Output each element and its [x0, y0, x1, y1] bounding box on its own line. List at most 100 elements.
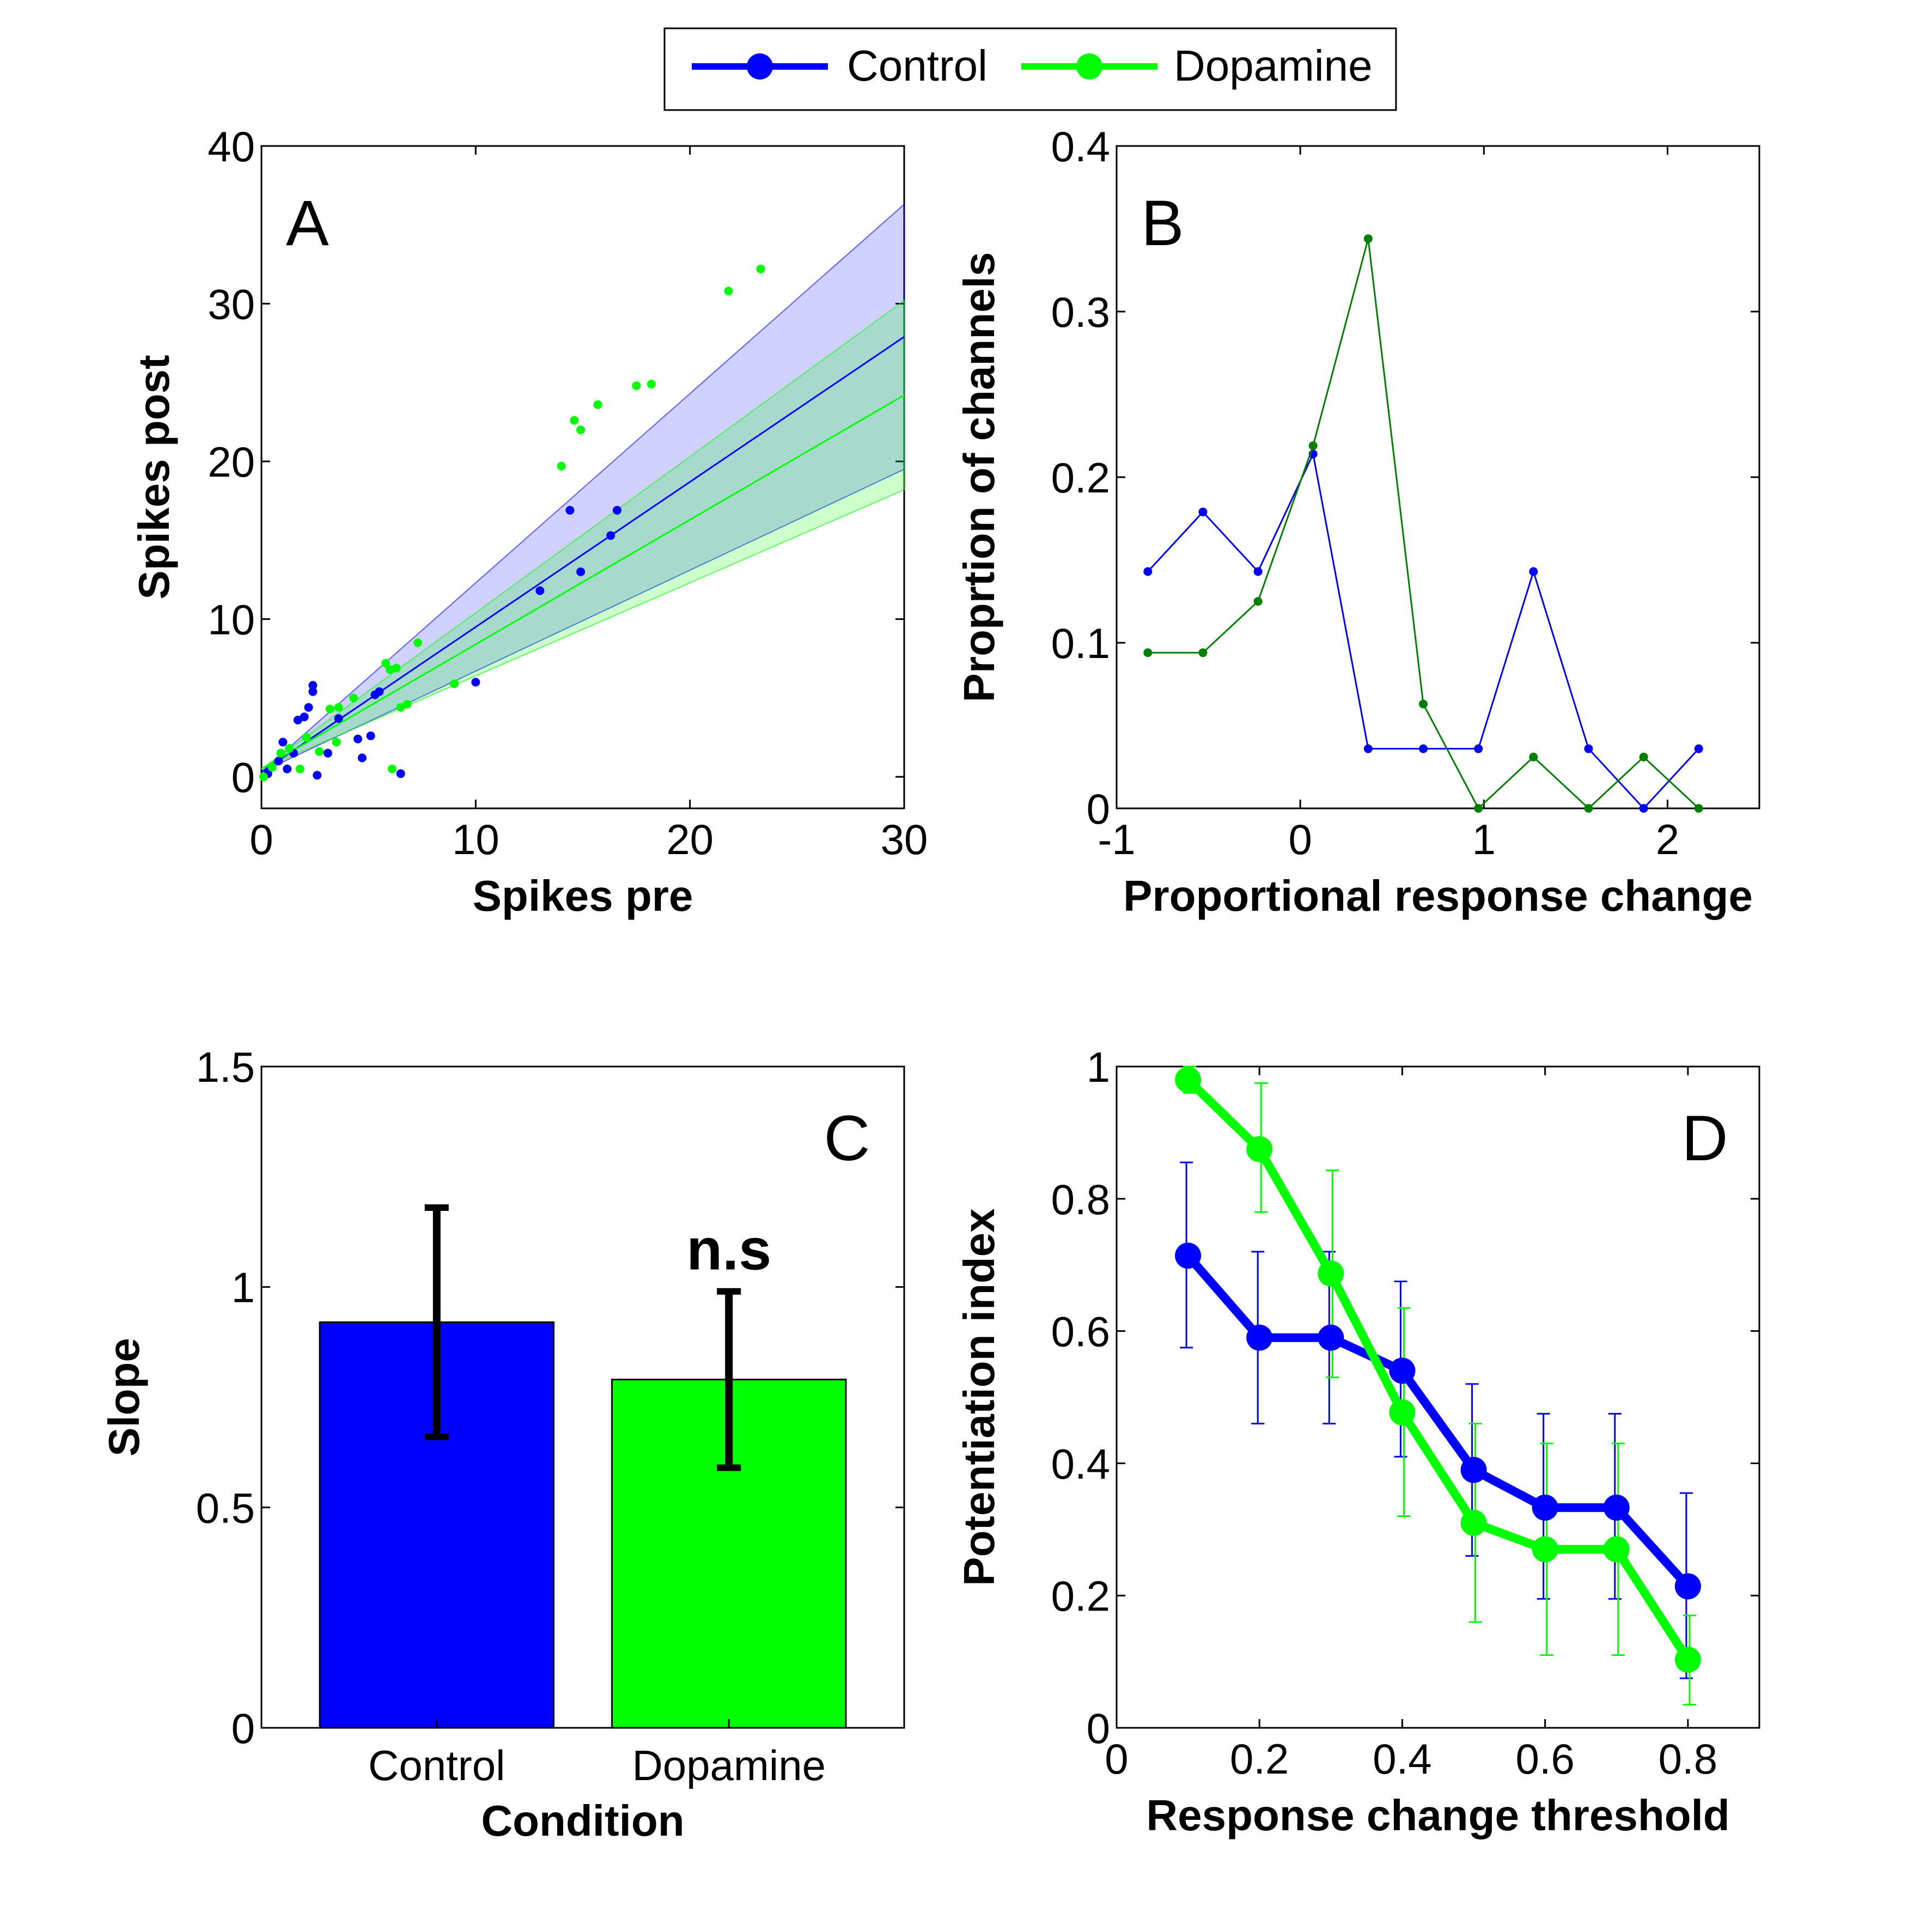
series-point-control	[1674, 1573, 1701, 1600]
series-point-dopamine	[1529, 752, 1538, 762]
data-point-control	[274, 757, 283, 766]
x-axis-label: Condition	[481, 1796, 684, 1845]
series-point-control	[1246, 1324, 1273, 1351]
data-point-dopamine	[413, 638, 423, 647]
data-point-dopamine	[332, 738, 341, 747]
y-tick-label: 10	[208, 596, 255, 644]
data-point-dopamine	[756, 264, 765, 273]
series-point-control	[1532, 1494, 1558, 1521]
series-point-dopamine	[1639, 752, 1648, 762]
series-point-dopamine	[1246, 1136, 1273, 1162]
data-point-control	[308, 687, 318, 696]
data-point-dopamine	[295, 764, 304, 773]
data-point-dopamine	[285, 744, 294, 753]
y-tick-label: 0.1	[1051, 619, 1110, 667]
series-point-dopamine	[1532, 1536, 1558, 1563]
x-tick-label: Dopamine	[632, 1741, 826, 1789]
fit-line-control	[261, 336, 905, 773]
panel-a-scatter: 0 10 20 30 0 10 20 30 40 Spikes pre Spikes post A	[130, 123, 928, 920]
x-tick-label: 0	[249, 815, 273, 863]
y-tick-label: 0.2	[1051, 1572, 1110, 1620]
y-axis-label: Slope	[100, 1338, 148, 1457]
series-point-control	[1584, 744, 1593, 753]
series-point-dopamine	[1198, 648, 1208, 657]
data-point-control	[354, 734, 362, 744]
y-tick-label: 40	[208, 123, 255, 170]
series-point-dopamine	[1363, 234, 1373, 243]
y-tick-label: 0	[231, 1704, 255, 1752]
data-point-dopamine	[450, 679, 459, 689]
y-tick-label: 20	[208, 438, 255, 486]
data-point-dopamine	[647, 380, 656, 389]
x-tick-label: 10	[452, 815, 499, 863]
series-point-control	[1318, 1324, 1344, 1351]
data-point-control	[471, 678, 480, 687]
data-point-dopamine	[724, 287, 733, 296]
series-point-control	[1460, 1457, 1487, 1483]
x-tick-label: 30	[881, 815, 928, 863]
data-point-control	[576, 567, 586, 576]
series-point-dopamine	[1419, 699, 1428, 709]
data-point-dopamine	[276, 748, 285, 758]
y-axis-label: Proprtion of channels	[955, 252, 1003, 703]
data-point-dopamine	[334, 703, 343, 712]
y-tick-label: 0	[231, 753, 255, 801]
x-tick-label: 2	[1656, 815, 1679, 863]
data-point-dopamine	[396, 703, 405, 712]
legend-dopamine-label: Dopamine	[1174, 41, 1373, 90]
x-axis-label: Spikes pre	[473, 872, 693, 920]
series-point-control	[1198, 507, 1208, 516]
x-tick-label: 1	[1472, 815, 1496, 863]
data-point-dopamine	[392, 663, 401, 673]
panel-letter: C	[824, 1102, 870, 1174]
x-tick-label: 0	[1105, 1735, 1128, 1783]
series-point-dopamine	[1694, 804, 1703, 813]
data-point-control	[357, 753, 367, 763]
series-point-dopamine	[1318, 1260, 1344, 1287]
legend-control-marker	[747, 53, 773, 80]
data-point-dopamine	[632, 381, 641, 391]
data-point-dopamine	[576, 425, 586, 435]
series-point-control	[1143, 567, 1153, 576]
y-tick-label: 0.8	[1051, 1175, 1110, 1223]
panel-d-potentiation: 0 0.2 0.4 0.6 0.8 0 0.2 0.4 0.6 0.8 1 Response chan…	[955, 1043, 1760, 1839]
series-point-dopamine	[1308, 441, 1318, 450]
data-point-control	[565, 505, 575, 515]
data-point-control	[304, 703, 313, 712]
data-point-dopamine	[570, 416, 579, 425]
x-tick-label: Control	[368, 1741, 505, 1789]
legend: Control Dopamine	[663, 27, 1397, 111]
series-point-dopamine	[1584, 804, 1593, 813]
series-point-dopamine	[1389, 1399, 1416, 1426]
plot-frame	[1116, 1065, 1760, 1729]
y-tick-label: 0.2	[1051, 454, 1110, 502]
x-tick-label: 0.4	[1373, 1735, 1431, 1783]
data-point-control	[535, 586, 545, 595]
data-point-dopamine	[315, 747, 324, 756]
panel-c-bar-chart: 0 0.5 1 1.5 Control Dopamine Condition Slope n.s…	[100, 1043, 905, 1845]
data-point-control	[300, 712, 309, 722]
y-tick-label: 0.6	[1051, 1308, 1110, 1356]
series-point-control	[1603, 1494, 1630, 1521]
x-tick-label: 20	[666, 815, 714, 863]
y-tick-label: 0.3	[1051, 288, 1110, 336]
y-tick-label: 1	[1087, 1043, 1110, 1091]
data-point-dopamine	[267, 763, 277, 772]
panel-letter: D	[1681, 1102, 1728, 1174]
y-tick-label: 1.5	[196, 1043, 255, 1091]
series-point-dopamine	[1143, 648, 1153, 657]
y-tick-label: 0.4	[1051, 1440, 1110, 1488]
data-point-control	[612, 505, 621, 515]
significance-label: n.s	[686, 1216, 771, 1282]
series-point-control	[1363, 744, 1373, 753]
series-point-dopamine	[1460, 1509, 1487, 1536]
legend-dopamine-marker	[1076, 53, 1102, 80]
data-point-control	[396, 769, 405, 778]
x-tick-label: -1	[1098, 815, 1135, 863]
x-tick-label: 0.2	[1230, 1735, 1289, 1783]
legend-control-label: Control	[847, 41, 988, 90]
series-point-control	[1639, 804, 1648, 813]
data-point-dopamine	[302, 733, 311, 742]
